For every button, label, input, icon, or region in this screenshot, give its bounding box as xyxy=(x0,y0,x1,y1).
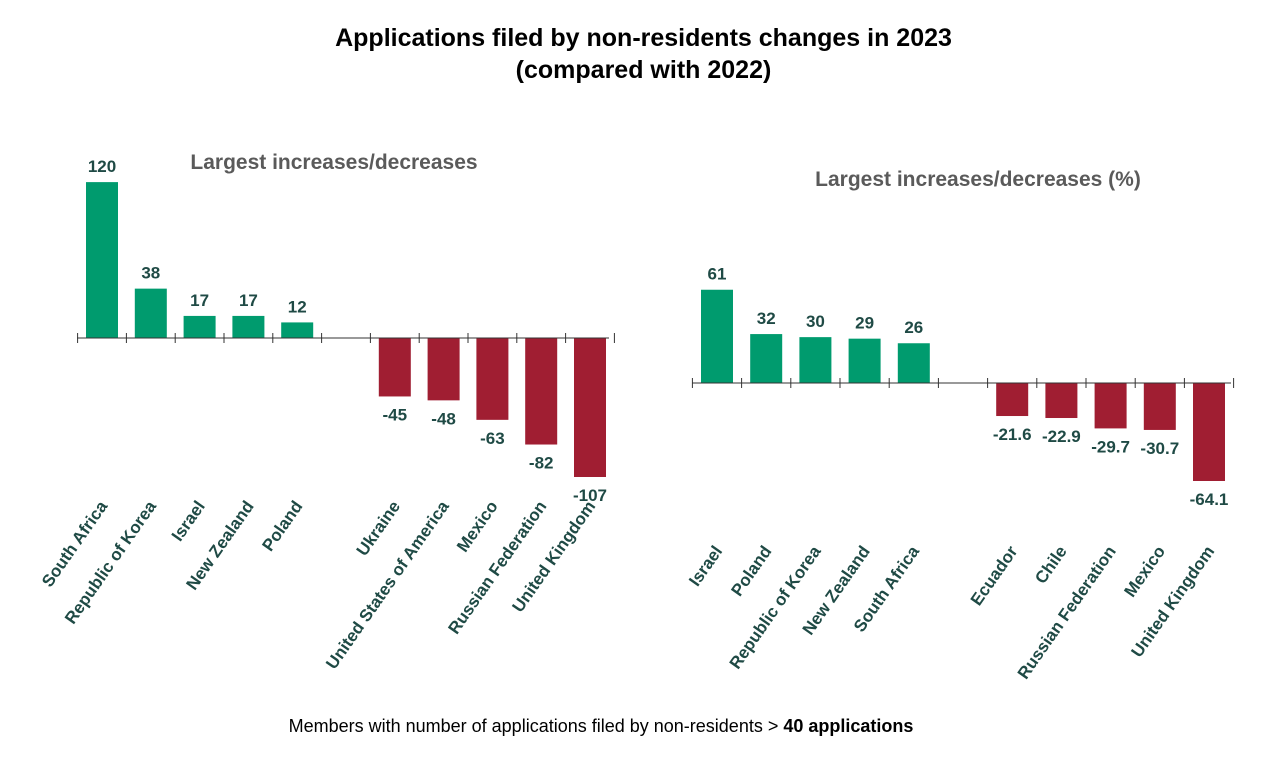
chart1-value-label: 12 xyxy=(288,297,307,316)
chart1-category-label: Poland xyxy=(258,497,306,554)
chart1-bar xyxy=(183,315,216,338)
chart1-category-label: Israel xyxy=(168,497,209,544)
chart1-bar xyxy=(427,338,460,401)
chart1-bar xyxy=(574,338,606,477)
chart2-bar xyxy=(996,383,1029,417)
chart1-value-label: 120 xyxy=(88,157,116,176)
chart1-value-label: -45 xyxy=(383,405,408,424)
chart2-value-label: 32 xyxy=(757,309,776,328)
chart2-value-label: -22.9 xyxy=(1042,427,1081,446)
chart1-value-label: -82 xyxy=(529,454,554,473)
chart2-bar xyxy=(1143,383,1176,430)
chart2-bar xyxy=(750,334,783,383)
chart2-category-label: Russian Federation xyxy=(1014,542,1120,682)
chart2-value-label: -30.7 xyxy=(1140,439,1179,458)
chart1-bar xyxy=(281,322,314,338)
chart2-value-label: 61 xyxy=(708,265,727,284)
chart1-value-label: 17 xyxy=(239,291,258,310)
chart2-value-label: -21.6 xyxy=(993,425,1032,444)
chart2-bar xyxy=(799,337,832,383)
chart1-bar xyxy=(378,338,411,397)
chart-title-line2: (compared with 2022) xyxy=(515,56,772,84)
footnote-text: Members with number of applications file… xyxy=(288,716,784,736)
chart2-value-label: -64.1 xyxy=(1190,490,1229,509)
chart1-bar xyxy=(476,338,509,420)
chart1-category-label: Republic of Korea xyxy=(61,497,160,628)
footnote-bold: 40 applications xyxy=(783,716,914,736)
chart1-category-label: Mexico xyxy=(453,497,502,555)
chart2-category-label: Ecuador xyxy=(967,542,1022,609)
chart2-bar xyxy=(1045,383,1078,419)
chart2-bar xyxy=(897,343,930,383)
chart2-value-label: 29 xyxy=(855,314,874,333)
chart2-category-label: Mexico xyxy=(1120,542,1169,600)
chart2-bar xyxy=(701,289,733,383)
chart1-value-label: 17 xyxy=(190,291,209,310)
chart-title: Applications filed by non-residents chan… xyxy=(0,22,1265,86)
chart2-bar xyxy=(848,338,881,383)
footnote: Members with number of applications file… xyxy=(0,716,1202,737)
chart1-value-label: 38 xyxy=(141,264,160,283)
chart1-bar xyxy=(232,315,265,338)
chart2-value-label: -29.7 xyxy=(1091,437,1130,456)
chart2-bar xyxy=(1094,383,1127,429)
chart1-category-label: Ukraine xyxy=(353,497,404,559)
chart1-value-label: -63 xyxy=(480,429,505,448)
chart-title-line1: Applications filed by non-residents chan… xyxy=(335,24,952,52)
chart2-subtitle: Largest increases/decreases (%) xyxy=(815,168,1141,191)
chart1-bar xyxy=(525,338,558,445)
chart1-subtitle: Largest increases/decreases xyxy=(190,151,477,174)
chart1-bar xyxy=(134,288,167,338)
chart2-category-label: Republic of Korea xyxy=(726,542,825,673)
chart2-value-label: 30 xyxy=(806,312,825,331)
chart1-bar xyxy=(86,182,118,338)
chart2-category-label: Israel xyxy=(685,542,726,589)
chart2-category-label: Poland xyxy=(727,542,775,599)
chart2-value-label: 26 xyxy=(904,318,923,337)
chart2-bar xyxy=(1193,383,1225,481)
chart1-value-label: -48 xyxy=(431,409,456,428)
chart1-value-label: -107 xyxy=(573,486,607,505)
chart2-category-label: Chile xyxy=(1031,542,1070,587)
